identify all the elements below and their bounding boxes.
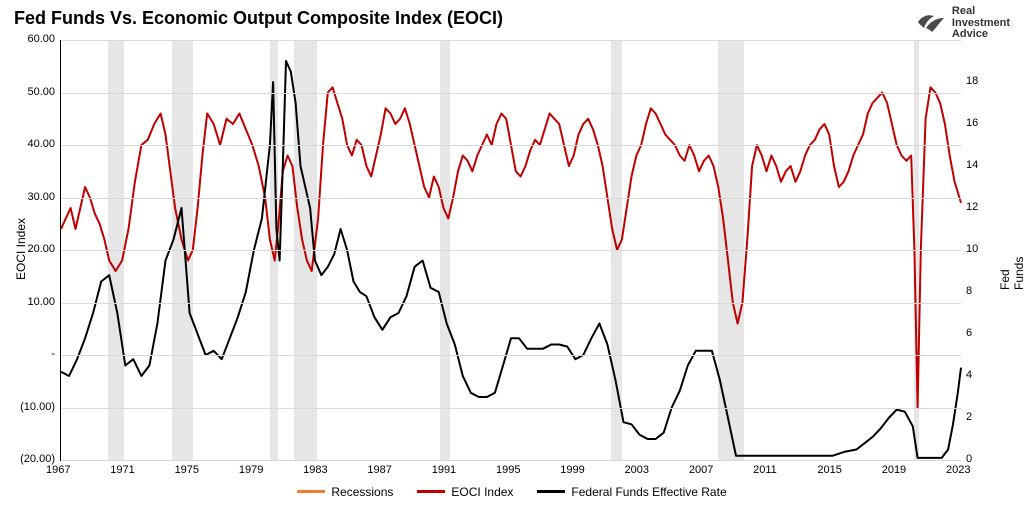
- eagle-icon: [916, 8, 946, 39]
- x-tick-label: 2023: [946, 464, 970, 476]
- grid-line: [61, 408, 961, 409]
- brand-text: Real Investment Advice: [952, 6, 1010, 41]
- y-right-tick-label: 10: [966, 243, 978, 255]
- y-right-tick-label: 6: [966, 327, 972, 339]
- y-right-tick-label: 4: [966, 369, 972, 381]
- legend-swatch: [537, 490, 565, 493]
- plot-area: [60, 40, 961, 461]
- legend-label: EOCI Index: [451, 485, 513, 499]
- x-tick-label: 1979: [239, 464, 263, 476]
- y-axis-left-label: EOCI Index: [14, 218, 28, 280]
- x-tick-label: 1967: [46, 464, 70, 476]
- legend-label: Federal Funds Effective Rate: [571, 485, 726, 499]
- y-right-tick-label: 18: [966, 75, 978, 87]
- series-line: [61, 61, 961, 458]
- y-left-tick-label: (10.00): [20, 401, 55, 413]
- series-line: [61, 87, 961, 407]
- legend-swatch: [297, 490, 325, 493]
- y-left-tick-label: -: [51, 348, 55, 360]
- x-tick-label: 1983: [303, 464, 327, 476]
- grid-line: [61, 198, 961, 199]
- x-tick-label: 2011: [753, 464, 777, 476]
- legend: Recessions EOCI Index Federal Funds Effect…: [0, 482, 1024, 499]
- y-left-tick-label: 20.00: [27, 243, 55, 255]
- x-tick-label: 1999: [560, 464, 584, 476]
- x-tick-label: 2007: [689, 464, 713, 476]
- y-left-tick-label: 10.00: [27, 296, 55, 308]
- legend-item: Recessions: [297, 485, 393, 499]
- y-right-tick-label: 14: [966, 159, 978, 171]
- x-tick-label: 1987: [367, 464, 391, 476]
- grid-line: [61, 93, 961, 94]
- y-right-tick-label: 8: [966, 285, 972, 297]
- y-right-tick-label: 12: [966, 201, 978, 213]
- y-axis-right-label: Fed Funds Rate: [998, 257, 1024, 290]
- y-left-tick-label: 60.00: [27, 33, 55, 45]
- grid-line: [61, 303, 961, 304]
- brand-logo: Real Investment Advice: [916, 6, 1010, 41]
- grid-line: [61, 250, 961, 251]
- y-right-tick-label: 16: [966, 117, 978, 129]
- grid-line: [61, 40, 961, 41]
- x-tick-label: 1971: [110, 464, 134, 476]
- x-tick-label: 1995: [496, 464, 520, 476]
- y-left-tick-label: 30.00: [27, 191, 55, 203]
- chart-title: Fed Funds Vs. Economic Output Composite …: [14, 8, 503, 29]
- y-right-tick-label: 2: [966, 411, 972, 423]
- grid-line: [61, 355, 961, 356]
- x-tick-label: 1991: [432, 464, 456, 476]
- grid-line: [61, 145, 961, 146]
- x-tick-label: 2019: [882, 464, 906, 476]
- legend-item: EOCI Index: [417, 485, 513, 499]
- x-tick-label: 2015: [817, 464, 841, 476]
- grid-line: [61, 460, 961, 461]
- x-tick-label: 1975: [175, 464, 199, 476]
- legend-item: Federal Funds Effective Rate: [537, 485, 726, 499]
- y-left-tick-label: 40.00: [27, 138, 55, 150]
- y-left-tick-label: 50.00: [27, 86, 55, 98]
- legend-label: Recessions: [331, 485, 393, 499]
- chart-container: Fed Funds Vs. Economic Output Composite …: [0, 0, 1024, 526]
- legend-swatch: [417, 490, 445, 493]
- x-tick-label: 2003: [625, 464, 649, 476]
